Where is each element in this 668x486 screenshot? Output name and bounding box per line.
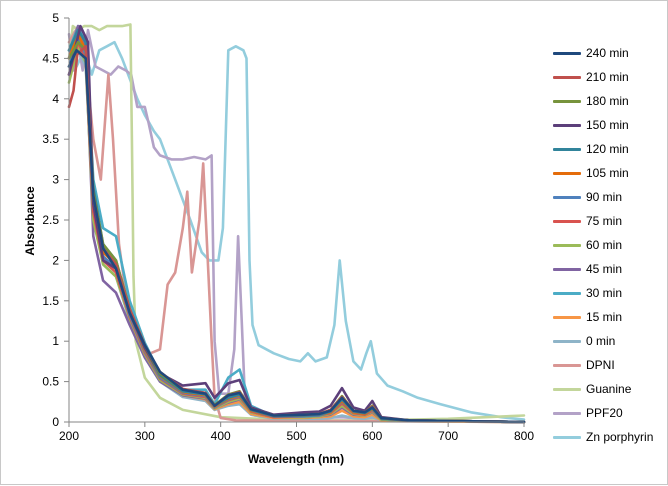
series-line-105-min <box>67 32 526 424</box>
legend-swatch <box>553 267 581 271</box>
legend-label: 30 min <box>586 286 623 300</box>
x-tick-label: 500 <box>286 429 306 443</box>
legend-label: Guanine <box>586 382 632 396</box>
legend-swatch <box>553 387 581 391</box>
legend-swatch <box>553 219 581 223</box>
legend-item: 180 min <box>553 89 665 113</box>
legend-item: 15 min <box>553 305 665 329</box>
x-tick-label: 400 <box>211 429 231 443</box>
legend-item: 0 min <box>553 329 665 353</box>
y-tick-label: 5 <box>52 11 59 25</box>
series-line-150-min <box>67 24 526 424</box>
y-tick-label: 1 <box>52 334 59 348</box>
series-line-45-min <box>67 24 526 424</box>
series-lines <box>67 23 526 424</box>
legend: 240 min 210 min 180 min 150 min 120 min 105 m… <box>553 41 665 449</box>
legend-label: 15 min <box>586 310 623 324</box>
legend-label: 0 min <box>586 334 616 348</box>
legend-label: DPNI <box>586 358 615 372</box>
y-tick-label: 4.5 <box>42 51 59 65</box>
y-tick-label: 3.5 <box>42 132 59 146</box>
legend-label: 90 min <box>586 190 623 204</box>
series-line-120-min <box>67 28 526 424</box>
legend-swatch <box>553 147 581 151</box>
y-tick-label: 4 <box>52 92 59 106</box>
legend-swatch <box>553 195 581 199</box>
legend-label: 150 min <box>586 118 629 132</box>
legend-item: 45 min <box>553 257 665 281</box>
x-axis-title: Wavelength (nm) <box>248 452 344 466</box>
series-line-240-min <box>67 49 526 424</box>
legend-swatch <box>553 51 581 55</box>
legend-label: 45 min <box>586 262 623 276</box>
legend-label: Zn porphyrin <box>586 430 654 444</box>
x-tick-label: 700 <box>438 429 458 443</box>
y-tick-label: 3 <box>52 173 59 187</box>
legend-label: 120 min <box>586 142 629 156</box>
legend-item: 240 min <box>553 41 665 65</box>
legend-swatch <box>553 243 581 247</box>
legend-item: Guanine <box>553 377 665 401</box>
legend-swatch <box>553 435 581 439</box>
legend-item: DPNI <box>553 353 665 377</box>
legend-swatch <box>553 291 581 295</box>
legend-swatch <box>553 123 581 127</box>
legend-item: 90 min <box>553 185 665 209</box>
legend-swatch <box>553 363 581 367</box>
legend-item: 210 min <box>553 65 665 89</box>
legend-label: 60 min <box>586 238 623 252</box>
series-line-zn-porphyrin <box>67 40 526 421</box>
legend-swatch <box>553 411 581 415</box>
series-line-ppf20 <box>67 28 526 424</box>
legend-item: 60 min <box>553 233 665 257</box>
x-tick-label: 600 <box>362 429 382 443</box>
legend-swatch <box>553 171 581 175</box>
axes: 200 300 400 500 600 700 800 0 0.5 1 1.5 2 2.5 3 3.5 4 4.… <box>42 11 534 443</box>
legend-swatch <box>553 339 581 343</box>
legend-label: 210 min <box>586 70 629 84</box>
legend-item: 105 min <box>553 161 665 185</box>
series-line-dpni <box>67 24 526 424</box>
legend-swatch <box>553 99 581 103</box>
legend-item: 30 min <box>553 281 665 305</box>
y-tick-label: 2 <box>52 253 59 267</box>
legend-swatch <box>553 75 581 79</box>
legend-label: 240 min <box>586 46 629 60</box>
y-tick-label: 0.5 <box>42 375 59 389</box>
x-tick-label: 300 <box>135 429 155 443</box>
y-axis-title: Absorbance <box>23 186 37 256</box>
y-tick-label: 1.5 <box>42 294 59 308</box>
chart-plot: 200 300 400 500 600 700 800 0 0.5 1 1.5 2 2.5 3 3.5 4 4.… <box>23 11 534 466</box>
legend-label: 105 min <box>586 166 629 180</box>
legend-item: PPF20 <box>553 401 665 425</box>
y-tick-label: 2.5 <box>42 213 59 227</box>
legend-item: 150 min <box>553 113 665 137</box>
legend-item: 75 min <box>553 209 665 233</box>
legend-item: 120 min <box>553 137 665 161</box>
legend-label: 180 min <box>586 94 629 108</box>
legend-label: 75 min <box>586 214 623 228</box>
x-tick-label: 800 <box>514 429 534 443</box>
series-line-30-min <box>67 24 526 424</box>
legend-swatch <box>553 315 581 319</box>
legend-label: PPF20 <box>586 406 623 420</box>
x-tick-label: 200 <box>59 429 79 443</box>
legend-item: Zn porphyrin <box>553 425 665 449</box>
y-tick-label: 0 <box>52 415 59 429</box>
